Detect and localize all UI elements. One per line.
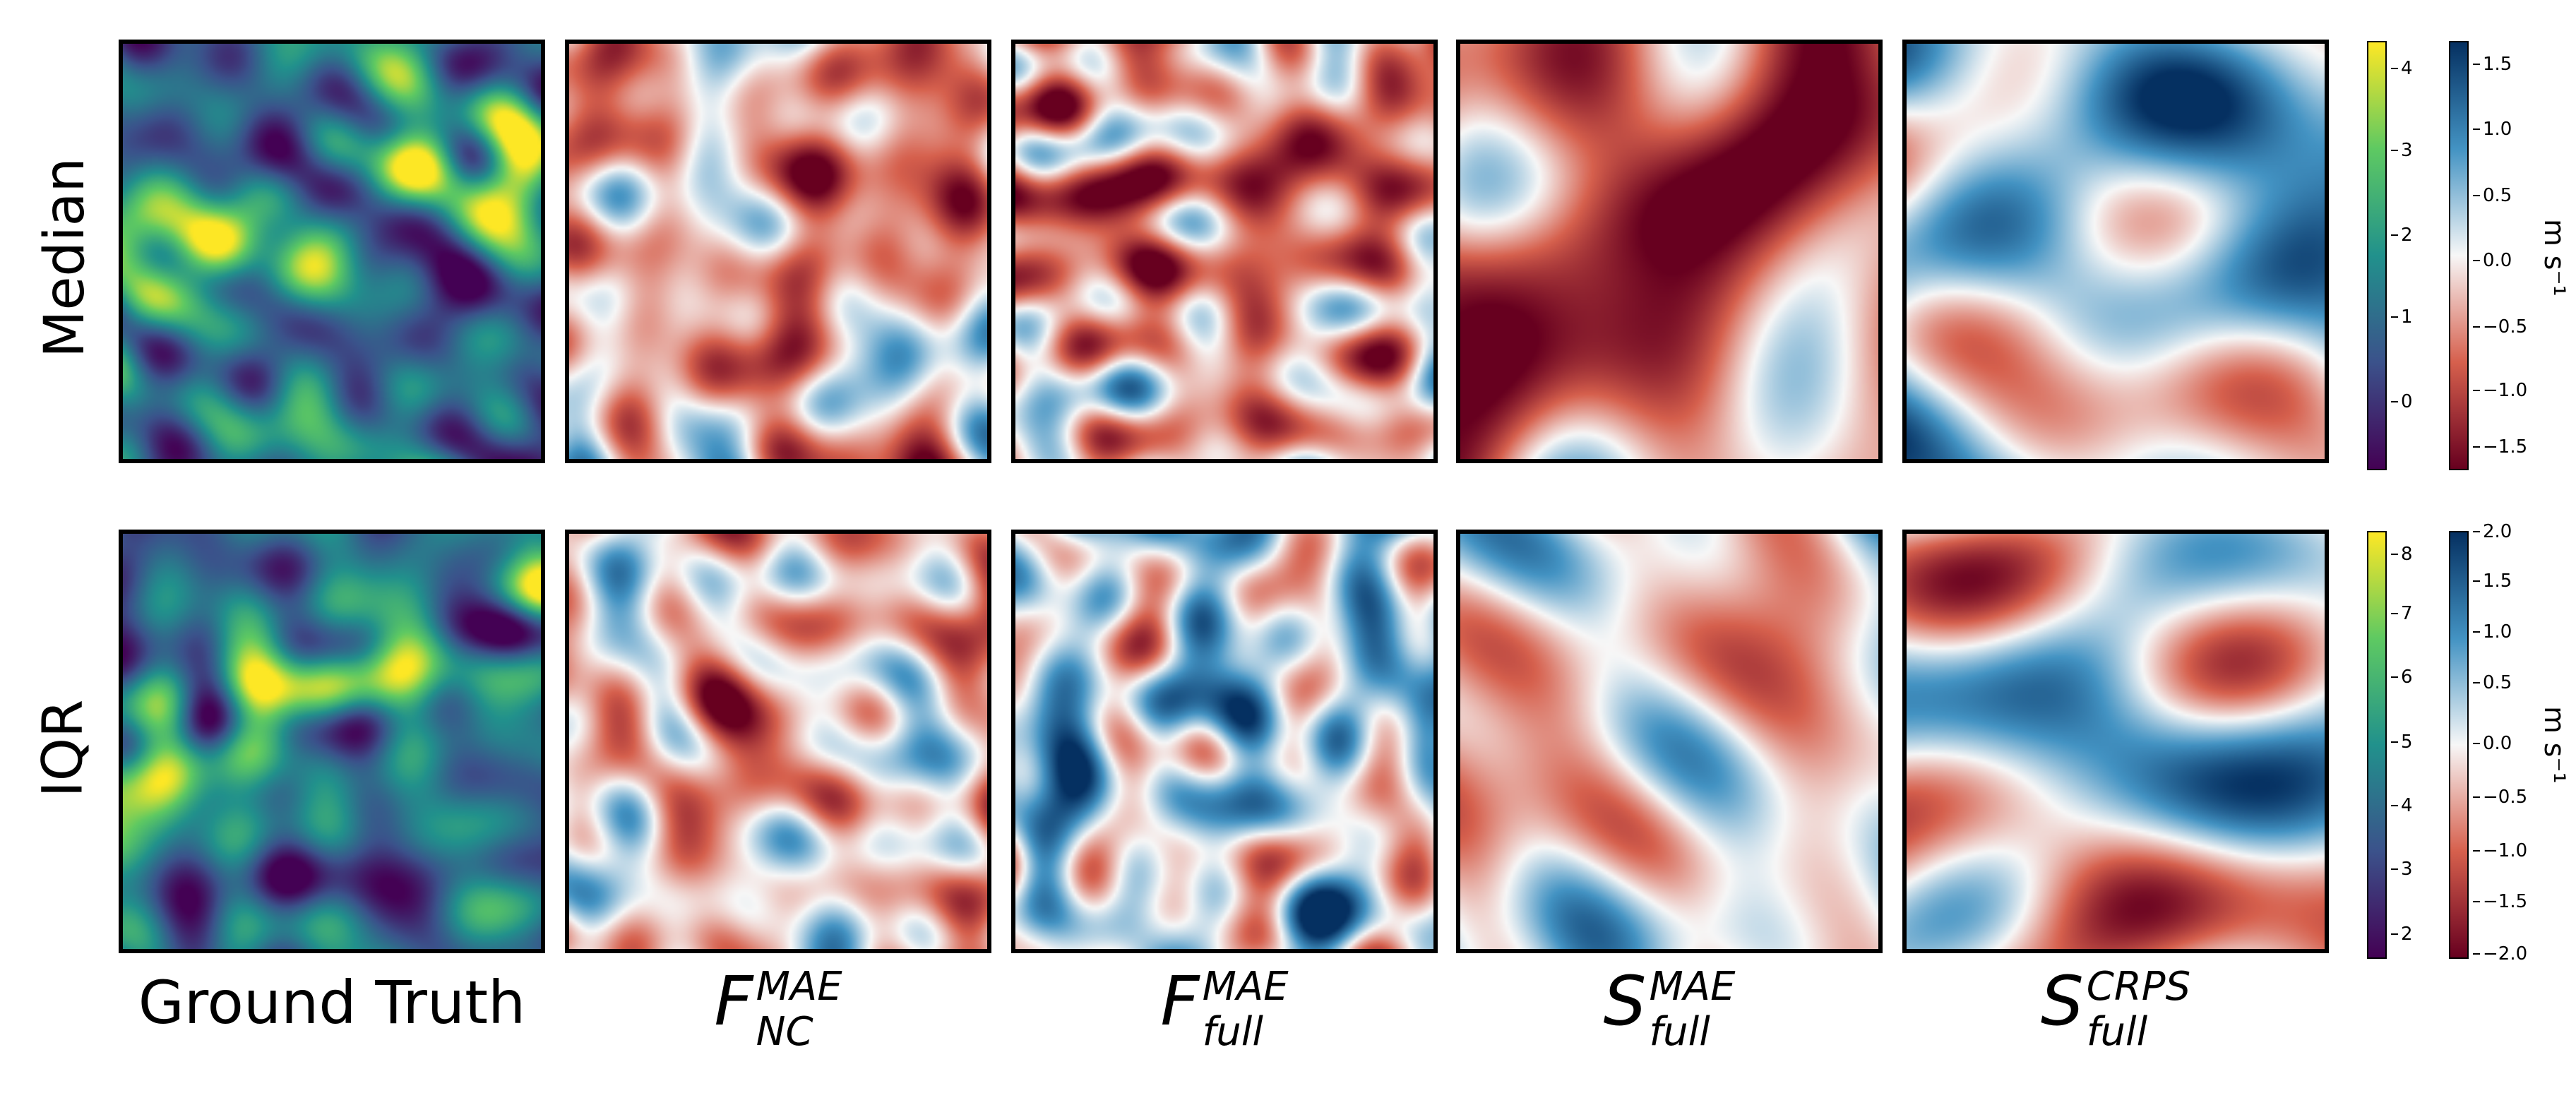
tick-iqr-viridis-8: 8 bbox=[2391, 544, 2413, 565]
tick-iqr-rdbu-0-0: 0.0 bbox=[2472, 733, 2512, 754]
tick-median-rdbu-1-0: 1.0 bbox=[2472, 119, 2512, 140]
tick-iqr-rdbu-neg-1-5: −1.5 bbox=[2472, 891, 2528, 912]
column-label-f-full-mae: F MAE full bbox=[1160, 962, 1289, 1055]
colorbar-median-viridis bbox=[2367, 41, 2387, 470]
row-label-iqr: IQR bbox=[31, 699, 95, 798]
panel-median-ground-truth bbox=[119, 40, 545, 463]
panel-median-s-full-mae bbox=[1456, 40, 1883, 463]
tick-iqr-rdbu-1-0: 1.0 bbox=[2472, 621, 2512, 643]
tick-median-viridis-2: 2 bbox=[2391, 225, 2413, 246]
field-canvas bbox=[569, 44, 987, 459]
tick-median-rdbu-neg-1-5: −1.5 bbox=[2472, 436, 2528, 458]
tick-iqr-rdbu-neg-0-5: −0.5 bbox=[2472, 787, 2528, 808]
tick-median-viridis-3: 3 bbox=[2391, 140, 2413, 161]
tick-iqr-rdbu-1-5: 1.5 bbox=[2472, 571, 2512, 592]
field-canvas bbox=[1460, 534, 1878, 949]
colorbar-iqr-unit: m s⁻¹ bbox=[2538, 706, 2570, 784]
row-label-median: Median bbox=[32, 157, 97, 358]
tick-iqr-rdbu-0-5: 0.5 bbox=[2472, 672, 2512, 693]
tick-median-viridis-1: 1 bbox=[2391, 306, 2413, 328]
tick-median-rdbu-0-5: 0.5 bbox=[2472, 185, 2512, 206]
tick-median-rdbu-1-5: 1.5 bbox=[2472, 54, 2512, 75]
tick-iqr-viridis-2: 2 bbox=[2391, 924, 2413, 945]
tick-iqr-viridis-5: 5 bbox=[2391, 731, 2413, 753]
field-canvas bbox=[123, 534, 541, 949]
field-canvas bbox=[123, 44, 541, 459]
colorbar-median-unit: m s⁻¹ bbox=[2538, 219, 2570, 297]
field-canvas bbox=[1015, 44, 1433, 459]
tick-median-viridis-4: 4 bbox=[2391, 58, 2413, 79]
panel-iqr-f-nc-mae bbox=[565, 530, 991, 953]
column-label-s-full-crps: S CRPS full bbox=[2040, 962, 2191, 1055]
panel-iqr-s-full-crps bbox=[1902, 530, 2329, 953]
tick-iqr-rdbu-neg-1-0: −1.0 bbox=[2472, 840, 2528, 861]
field-canvas bbox=[1907, 534, 2325, 949]
field-canvas bbox=[1907, 44, 2325, 459]
tick-iqr-rdbu-neg-2-0: −2.0 bbox=[2472, 943, 2528, 964]
panel-iqr-f-full-mae bbox=[1011, 530, 1438, 953]
column-label-s-full-mae: S MAE full bbox=[1603, 962, 1736, 1055]
colorbar-iqr-rdbu bbox=[2449, 531, 2469, 959]
tick-iqr-rdbu-2-0: 2.0 bbox=[2472, 521, 2512, 542]
tick-median-viridis-0: 0 bbox=[2391, 391, 2413, 412]
colorbar-median-rdbu bbox=[2449, 41, 2469, 470]
panel-median-s-full-crps bbox=[1902, 40, 2329, 463]
tick-iqr-viridis-6: 6 bbox=[2391, 667, 2413, 688]
tick-iqr-viridis-7: 7 bbox=[2391, 603, 2413, 624]
colorbar-iqr-viridis bbox=[2367, 531, 2387, 959]
field-canvas bbox=[569, 534, 987, 949]
tick-iqr-viridis-3: 3 bbox=[2391, 859, 2413, 880]
panel-median-f-full-mae bbox=[1011, 40, 1438, 463]
tick-median-rdbu-0-0: 0.0 bbox=[2472, 250, 2512, 271]
tick-iqr-viridis-4: 4 bbox=[2391, 795, 2413, 816]
field-canvas bbox=[1015, 534, 1433, 949]
tick-median-rdbu-neg-1-0: −1.0 bbox=[2472, 380, 2528, 401]
panel-median-f-nc-mae bbox=[565, 40, 991, 463]
field-canvas bbox=[1460, 44, 1878, 459]
panel-iqr-s-full-mae bbox=[1456, 530, 1883, 953]
column-label-f-nc-mae: F MAE NC bbox=[714, 962, 842, 1055]
tick-median-rdbu-neg-0-5: −0.5 bbox=[2472, 316, 2528, 338]
panel-iqr-ground-truth bbox=[119, 530, 545, 953]
column-label-ground-truth: Ground Truth bbox=[138, 968, 526, 1037]
